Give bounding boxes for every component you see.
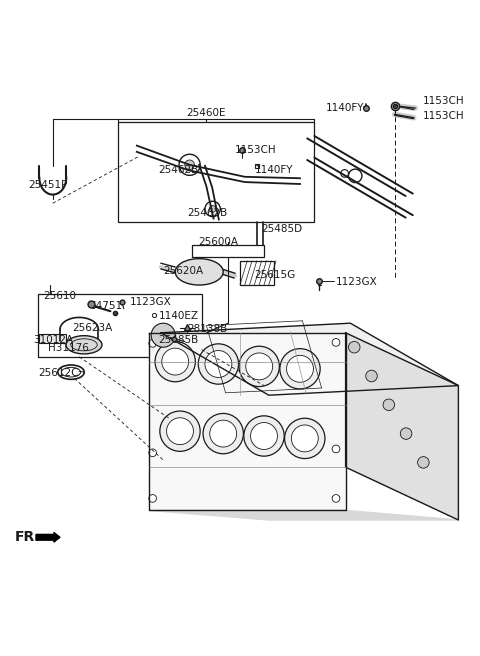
Bar (240, 261, 274, 285)
Text: 1153CH: 1153CH (235, 146, 277, 155)
Circle shape (203, 413, 243, 454)
Circle shape (366, 370, 377, 382)
Text: 28138B: 28138B (187, 324, 228, 334)
Circle shape (332, 495, 340, 502)
Text: 1140FY: 1140FY (325, 103, 364, 113)
Text: 25451P: 25451P (28, 180, 68, 190)
Circle shape (149, 340, 156, 347)
Text: 25460E: 25460E (187, 108, 226, 118)
Text: 25600A: 25600A (198, 237, 239, 247)
Ellipse shape (175, 258, 223, 285)
Circle shape (332, 338, 340, 346)
Circle shape (287, 356, 313, 382)
Text: 1140EZ: 1140EZ (158, 311, 198, 321)
Bar (38, 295, 202, 357)
Circle shape (205, 350, 232, 377)
Circle shape (291, 425, 318, 452)
Circle shape (239, 346, 279, 386)
Circle shape (185, 160, 194, 170)
Bar (192, 245, 264, 257)
Circle shape (160, 411, 200, 451)
Text: 25623A: 25623A (72, 323, 112, 333)
Circle shape (162, 348, 189, 375)
Circle shape (348, 341, 360, 353)
Circle shape (244, 416, 284, 456)
Bar (118, 121, 314, 222)
Circle shape (246, 353, 273, 380)
Circle shape (280, 348, 320, 389)
Circle shape (198, 344, 239, 384)
Ellipse shape (66, 336, 102, 354)
Polygon shape (149, 510, 458, 520)
Text: 1153CH: 1153CH (422, 96, 464, 106)
Polygon shape (346, 333, 458, 520)
Text: 25485B: 25485B (158, 335, 199, 345)
Circle shape (332, 445, 340, 453)
Circle shape (418, 457, 429, 468)
Polygon shape (36, 533, 60, 542)
Text: 1153CH: 1153CH (422, 111, 464, 121)
Circle shape (400, 428, 412, 440)
Bar (39, 334, 66, 343)
Circle shape (383, 399, 395, 411)
Circle shape (155, 341, 195, 382)
Text: 25620A: 25620A (163, 266, 204, 276)
Circle shape (285, 419, 325, 459)
Text: 25462B: 25462B (158, 165, 199, 174)
Polygon shape (161, 323, 458, 395)
Circle shape (210, 420, 237, 447)
Text: 25462B: 25462B (187, 208, 228, 218)
Text: 25610: 25610 (43, 291, 76, 301)
Circle shape (167, 418, 193, 445)
Text: 64751: 64751 (89, 301, 122, 312)
Polygon shape (149, 333, 346, 510)
Text: 1140FY: 1140FY (254, 165, 293, 174)
Text: 25485D: 25485D (262, 224, 303, 234)
Text: 25612C: 25612C (38, 367, 79, 378)
Text: 1123GX: 1123GX (130, 297, 171, 307)
Text: 1123GX: 1123GX (336, 277, 378, 287)
Circle shape (151, 323, 175, 347)
Circle shape (341, 170, 348, 177)
Circle shape (149, 449, 156, 457)
Circle shape (149, 495, 156, 502)
Circle shape (251, 422, 277, 449)
Text: FR.: FR. (14, 530, 40, 544)
Circle shape (209, 205, 216, 213)
Text: 25615G: 25615G (254, 270, 296, 280)
Text: 31012A: 31012A (34, 335, 74, 344)
Text: H31176: H31176 (48, 343, 89, 353)
